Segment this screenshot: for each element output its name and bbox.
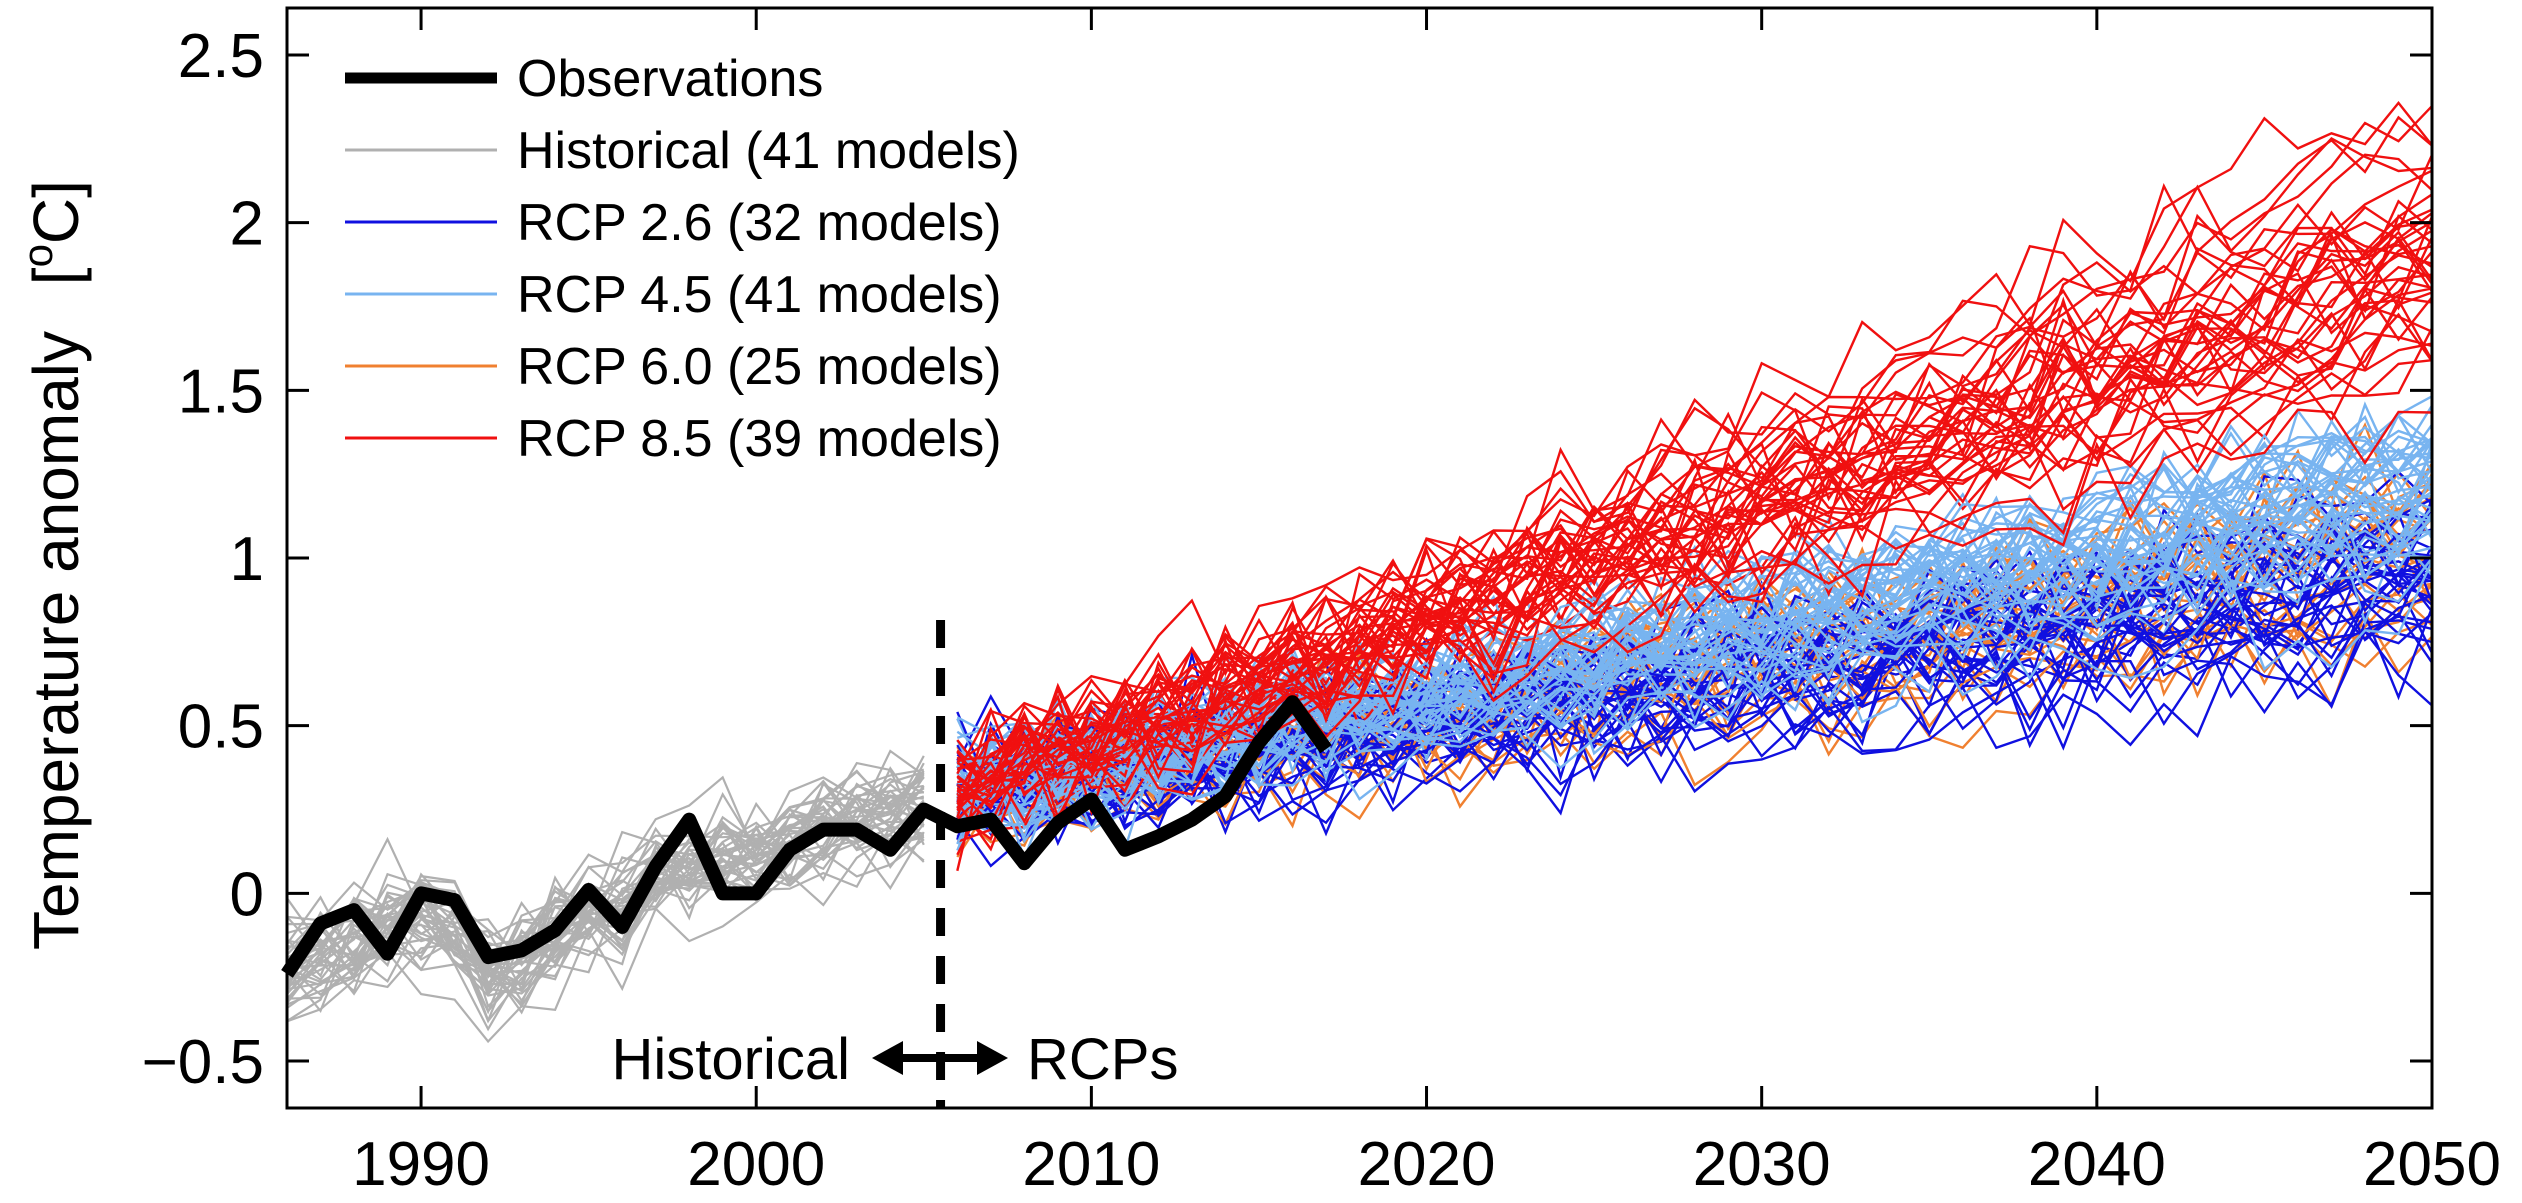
legend-label-rcp85: RCP 8.5 (39 models) xyxy=(517,410,1002,468)
rcp85-model-line xyxy=(957,265,2433,767)
x-tick-label: 2000 xyxy=(687,1130,825,1199)
x-tick-label: 1990 xyxy=(352,1130,490,1199)
y-axis-label: Temperature anomaly xyxy=(20,331,92,950)
y-axis-title: Temperature anomaly [oC] xyxy=(14,180,92,950)
x-tick-label: 2040 xyxy=(2028,1130,2166,1199)
y-tick-label: 1 xyxy=(230,525,264,594)
y-tick-label: −0.5 xyxy=(142,1028,264,1097)
y-tick-label: 1.5 xyxy=(178,357,264,426)
y-tick-label: 0.5 xyxy=(178,693,264,762)
rcp85-model-line xyxy=(956,212,2433,800)
legend-label-obs: Observations xyxy=(517,50,823,108)
rcp85-model-line xyxy=(956,359,2433,810)
rcp45-model-line xyxy=(956,528,2433,814)
rcp85-model-line xyxy=(956,287,2433,817)
historical-model-line xyxy=(286,784,924,957)
y-tick-label: 0 xyxy=(230,860,264,929)
legend-label-hist: Historical (41 models) xyxy=(517,122,1020,180)
rcp85-model-line xyxy=(956,100,2433,798)
rcp85-model-line xyxy=(956,229,2433,872)
series-layer xyxy=(286,100,2434,1044)
annotation-arrow-right-head xyxy=(977,1041,1008,1075)
y-tick-label: 2.5 xyxy=(178,22,264,91)
historical-model-line xyxy=(286,798,924,995)
observations-layer xyxy=(281,695,1332,978)
rcp26-model-line xyxy=(957,532,2433,791)
legend-label-rcp26: RCP 2.6 (32 models) xyxy=(517,194,1002,252)
rcp45-model-line xyxy=(956,401,2433,761)
rcp85-model-line xyxy=(956,327,2434,826)
y-tick-label: 2 xyxy=(230,190,264,259)
period-annotation: Historical RCPs xyxy=(612,1027,1179,1092)
annotation-historical: Historical xyxy=(612,1027,851,1092)
annotation-rcps: RCPs xyxy=(1027,1027,1178,1092)
rcp45-model-line xyxy=(956,414,2433,833)
x-tick-label: 2050 xyxy=(2363,1130,2501,1199)
x-tick-label: 2020 xyxy=(1358,1130,1496,1199)
historical-model-line xyxy=(286,833,925,1044)
rcp85-model-line xyxy=(956,254,2433,852)
legend-label-rcp45: RCP 4.5 (41 models) xyxy=(517,266,1002,324)
x-tick-label: 2030 xyxy=(1693,1130,1831,1199)
rcp85-model-line xyxy=(956,214,2433,798)
rcp85-model-line xyxy=(957,154,2434,803)
rcp45-model-line xyxy=(956,560,2434,853)
rcp85-model-line xyxy=(956,227,2433,818)
legend: Observations Historical (41 models) RCP 2.… xyxy=(345,50,1020,468)
rcp45-model-line xyxy=(956,513,2433,818)
observations-line xyxy=(281,695,1332,978)
rcp45-model-line xyxy=(956,492,2433,819)
y-axis-unit-degree: o xyxy=(14,244,61,267)
x-tick-label: 2010 xyxy=(1022,1130,1160,1199)
historical-model-line xyxy=(286,797,925,1015)
rcp45-model-line xyxy=(956,418,2433,798)
legend-label-rcp60: RCP 6.0 (25 models) xyxy=(517,338,1002,396)
ticks-layer: 1990 2000 2010 2020 2030 2040 2050 −0.5 0 0.5 1 1.5… xyxy=(142,8,2501,1199)
annotation-arrow-left-head xyxy=(872,1041,903,1075)
y-axis-unit-celsius: C] xyxy=(20,180,92,244)
rcp26-model-line xyxy=(956,555,2433,807)
rcp85-model-line xyxy=(956,235,2434,774)
rcp26-model-line xyxy=(956,607,2434,838)
y-axis-unit-open: [ xyxy=(20,267,92,285)
rcp26-model-line xyxy=(956,601,2433,818)
